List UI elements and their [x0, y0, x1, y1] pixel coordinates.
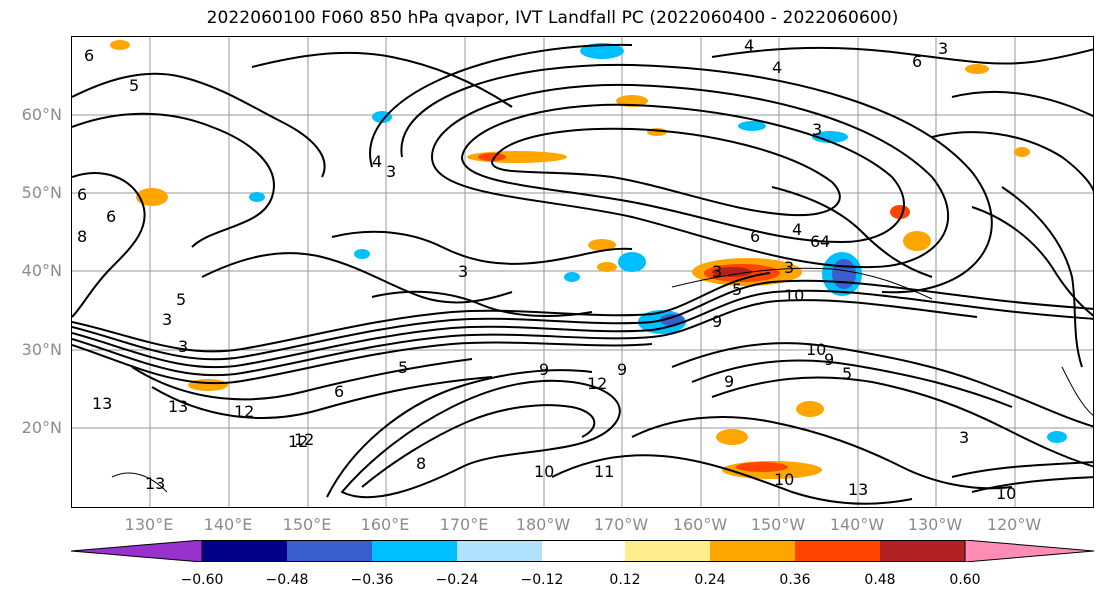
colorbar-tick: 0.12: [609, 572, 641, 588]
colorbar-tick: 0.60: [949, 572, 981, 588]
colorbar: [71, 540, 1094, 562]
contour-label: 5: [398, 358, 408, 377]
lat-label-60n: 60°N: [21, 105, 62, 124]
colorbar-segment: [795, 540, 880, 562]
contour-label: 5: [842, 364, 852, 383]
contour-label-group: 6 5 6 6 8 5 3 4 3 6 3 3 4 4 3 3 5 6 4 6 …: [77, 37, 1016, 503]
colorbar-tick: −0.24: [435, 572, 479, 588]
contour-label: 3: [784, 258, 794, 277]
contour-label: 10: [996, 484, 1016, 503]
contour-label: 4: [820, 232, 830, 251]
contour-label: 6: [84, 46, 94, 65]
contour-lines: [72, 43, 1093, 505]
lon-label-150e: 150°E: [282, 515, 332, 534]
contour-label: 3: [712, 262, 722, 281]
contour-label: 10: [806, 340, 826, 359]
colorbar-segment: [287, 540, 372, 562]
colorbar-segment: [880, 540, 965, 562]
colorbar-outline: [201, 540, 966, 562]
contour-label: 11: [594, 462, 614, 481]
contour-label: 13: [145, 474, 165, 493]
lon-label-160w: 160°W: [672, 515, 728, 534]
contour-label: 3: [162, 310, 172, 329]
lat-label-40n: 40°N: [21, 261, 62, 280]
colorbar-segment: [372, 540, 457, 562]
contour-label: 4: [792, 220, 802, 239]
contour-label: 3: [386, 162, 396, 181]
lon-label-170e: 170°E: [439, 515, 489, 534]
contour-label: 10: [774, 470, 794, 489]
lon-label-170w: 170°W: [593, 515, 649, 534]
colorbar-segment: [457, 540, 542, 562]
contour-label: 4: [744, 37, 754, 55]
contour-label: 9: [724, 372, 734, 391]
contour-label: 3: [812, 120, 822, 139]
contour-label: 10: [784, 286, 804, 305]
contour-label: 9: [824, 350, 834, 369]
map-title: 2022060100 F060 850 hPa qvapor, IVT Land…: [206, 8, 899, 28]
lon-label-130w: 130°W: [907, 515, 963, 534]
lat-label-50n: 50°N: [21, 183, 62, 202]
lat-label-30n: 30°N: [21, 340, 62, 359]
contour-label: 3: [938, 39, 948, 58]
lon-label-120w: 120°W: [986, 515, 1042, 534]
contour-label: 9: [617, 360, 627, 379]
contour-label: 5: [129, 76, 139, 95]
lat-label-20n: 20°N: [21, 418, 62, 437]
contour-label: 3: [959, 428, 969, 447]
contour-label: 6: [810, 232, 820, 251]
contour-label: 12: [294, 430, 314, 449]
contour-label: 13: [848, 480, 868, 499]
contour-label: 12: [587, 374, 607, 393]
contour-label: 8: [416, 454, 426, 473]
lon-label-140e: 140°E: [203, 515, 253, 534]
lon-label-140w: 140°W: [829, 515, 885, 534]
lon-label-180w: 180°W: [515, 515, 571, 534]
colorbar-tick: 0.24: [694, 572, 726, 588]
colorbar-segment: [542, 540, 625, 562]
minor-contours: [111, 267, 1093, 493]
contour-label: 12: [288, 432, 308, 451]
lon-label-130e: 130°E: [124, 515, 174, 534]
contour-label: 4: [772, 58, 782, 77]
contour-label: 4: [372, 152, 382, 171]
contour-label: 6: [334, 382, 344, 401]
contour-label: 6: [912, 52, 922, 71]
contour-label: 12: [234, 402, 254, 421]
contour-label: 9: [712, 312, 722, 331]
colorbar-tick: −0.12: [520, 572, 564, 588]
colorbar-segment: [202, 540, 287, 562]
contour-label: 9: [539, 360, 549, 379]
contour-label: 13: [168, 397, 188, 416]
map-panel[interactable]: 6 5 6 6 8 5 3 4 3 6 3 3 4 4 3 3 5 6 4 6 …: [71, 36, 1094, 508]
colorbar-extend-max: [964, 540, 1094, 562]
colorbar-segment: [625, 540, 710, 562]
contour-label: 6: [106, 207, 116, 226]
contour-label: 6: [750, 227, 760, 246]
contour-label: 6: [77, 185, 87, 204]
contour-label: 5: [732, 280, 742, 299]
colorbar-tick: −0.48: [265, 572, 309, 588]
contour-label: 13: [92, 394, 112, 413]
contour-label: 3: [178, 337, 188, 356]
colorbar-tick: −0.36: [350, 572, 394, 588]
lon-label-150w: 150°W: [750, 515, 806, 534]
colorbar-tick: −0.60: [180, 572, 224, 588]
colorbar-segment: [710, 540, 795, 562]
lon-label-160e: 160°E: [360, 515, 410, 534]
colorbar-extend-min: [71, 540, 203, 562]
colorbar-tick: 0.36: [779, 572, 811, 588]
contour-label: 8: [77, 227, 87, 246]
contour-label: 5: [176, 290, 186, 309]
map-plot: 6 5 6 6 8 5 3 4 3 6 3 3 4 4 3 3 5 6 4 6 …: [72, 37, 1093, 507]
colorbar-tick: 0.48: [864, 572, 896, 588]
contour-label: 10: [534, 462, 554, 481]
contour-label: 3: [458, 262, 468, 281]
